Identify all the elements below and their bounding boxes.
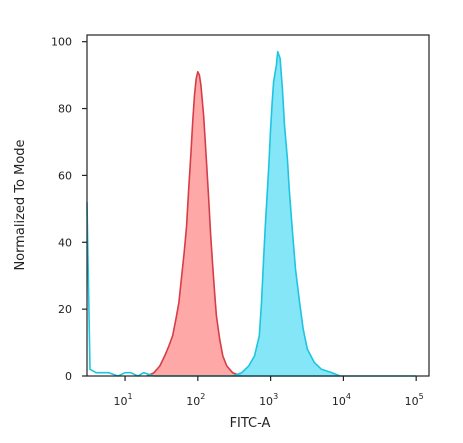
x-tick-base: 10 <box>332 395 346 408</box>
x-tick-exponent: 2 <box>200 392 205 401</box>
x-tick-label: 105 <box>405 392 424 408</box>
x-axis-title: FITC-A <box>230 416 271 431</box>
x-tick-base: 10 <box>114 395 128 408</box>
series-2-line <box>86 202 417 377</box>
x-tick-exponent: 3 <box>273 392 278 401</box>
y-tick-label: 80 <box>58 103 72 116</box>
x-tick-label: 101 <box>114 392 133 408</box>
x-tick-base: 10 <box>186 395 200 408</box>
series-0-area <box>147 71 242 377</box>
x-tick-label: 103 <box>259 392 278 408</box>
y-tick-label: 100 <box>51 36 72 49</box>
x-tick-exponent: 1 <box>128 392 133 401</box>
series-1-line <box>232 50 341 377</box>
y-tick-label: 40 <box>58 236 72 249</box>
x-tick-label: 104 <box>332 392 351 408</box>
x-tick-exponent: 5 <box>419 392 424 401</box>
series-layer <box>86 50 417 377</box>
x-tick-base: 10 <box>405 395 419 408</box>
x-tick-label: 102 <box>186 392 205 408</box>
series-0-line <box>146 71 242 377</box>
plot-area-frame <box>86 34 430 377</box>
series-1-area <box>232 51 341 376</box>
y-tick-label: 0 <box>65 370 72 383</box>
x-tick-exponent: 4 <box>346 392 351 401</box>
y-tick-label: 20 <box>58 303 72 316</box>
x-tick-base: 10 <box>259 395 273 408</box>
y-axis-title: Normalized To Mode <box>13 139 28 270</box>
y-tick-label: 60 <box>58 169 72 182</box>
